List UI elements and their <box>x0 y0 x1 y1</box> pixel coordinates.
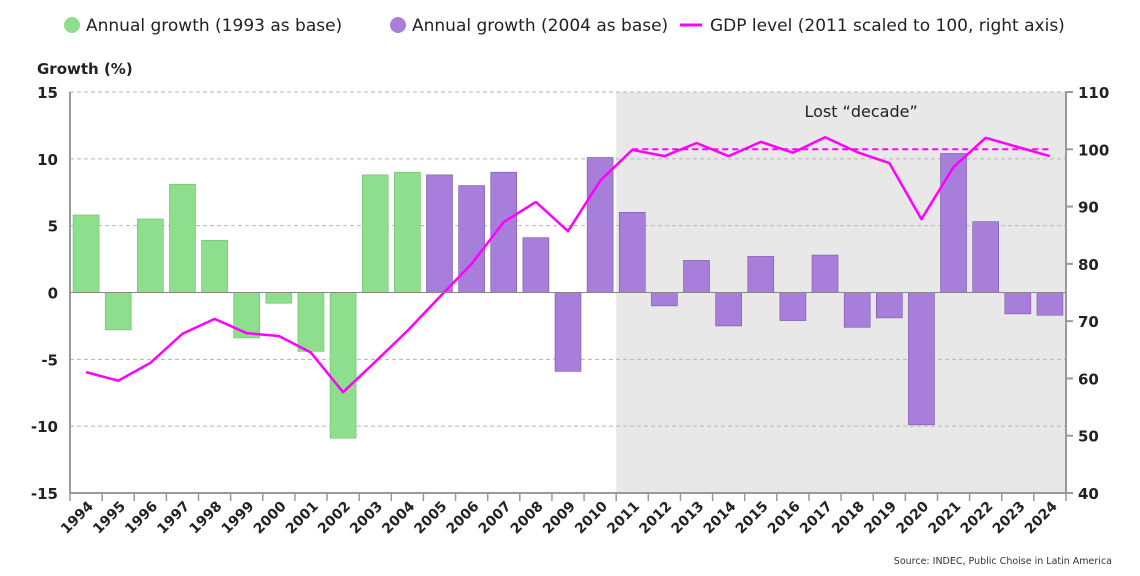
bar-1996 <box>137 218 164 293</box>
bar-2013 <box>683 260 710 293</box>
bar-1997 <box>169 183 196 293</box>
y-tick-label: 0 <box>48 285 58 303</box>
x-tick-label: 2005 <box>411 499 450 538</box>
x-tick-label: 2007 <box>476 499 515 538</box>
legend-marker <box>64 17 80 33</box>
bar-2004 <box>394 171 421 293</box>
y-tick-label: -10 <box>31 418 58 436</box>
x-tick-label: 2000 <box>251 498 290 537</box>
x-tick-label: 2009 <box>540 499 579 538</box>
legend-entry: Annual growth (1993 as base) <box>86 16 342 36</box>
bar-2011 <box>618 212 646 293</box>
x-tick-label: 1998 <box>187 499 226 538</box>
x-tick-label: 2006 <box>444 499 483 538</box>
y2-tick-label: 90 <box>1078 199 1099 217</box>
y-tick-label: 10 <box>37 151 58 169</box>
y-tick-label: 5 <box>48 218 58 236</box>
bar-2002 <box>329 292 357 439</box>
y2-tick-label: 40 <box>1078 485 1099 503</box>
bar-1998 <box>201 240 228 293</box>
x-tick-label: 2014 <box>701 498 740 537</box>
gdp-line <box>85 136 1051 394</box>
x-tick-label: 2016 <box>765 499 804 538</box>
legend-entry: GDP level (2011 scaled to 100, right axi… <box>710 16 1065 36</box>
bar-2021 <box>940 153 967 293</box>
x-tick-label: 2001 <box>283 499 322 538</box>
bar-1999 <box>233 292 261 339</box>
bar-2017 <box>811 254 839 293</box>
x-tick-label: 2018 <box>829 499 868 538</box>
legend-marker <box>390 17 406 33</box>
bar-1994 <box>72 214 100 293</box>
y-tick-label: -15 <box>31 485 58 503</box>
x-tick-label: 1995 <box>90 499 129 538</box>
bar-2003 <box>361 174 389 293</box>
x-tick-label: 2004 <box>379 498 418 537</box>
x-tick-label: 2023 <box>990 499 1029 538</box>
bar-2006 <box>458 185 485 293</box>
x-tick-label: 2019 <box>861 499 900 538</box>
bar-2018 <box>843 292 871 328</box>
bar-2015 <box>747 256 775 293</box>
bar-2022 <box>972 221 999 293</box>
bar-2005 <box>426 174 453 293</box>
bar-2001 <box>297 292 325 352</box>
y2-tick-label: 50 <box>1078 428 1099 446</box>
bar-2020 <box>908 292 935 426</box>
y2-tick-label: 100 <box>1078 141 1109 159</box>
bar-1995 <box>104 292 132 331</box>
y-tick-label: -5 <box>41 351 58 369</box>
x-tick-label: 2021 <box>926 499 965 538</box>
y2-tick-label: 70 <box>1078 313 1099 331</box>
lost-decade-label: Lost “decade” <box>804 102 917 121</box>
y-axis-label: Growth (%) <box>37 60 133 78</box>
source-note: Source: INDEC, Public Choise in Latin Am… <box>894 556 1112 567</box>
x-tick-label: 2010 <box>572 498 611 537</box>
y2-tick-label: 80 <box>1078 256 1099 274</box>
y2-tick-label: 110 <box>1078 84 1109 102</box>
bar-2023 <box>1004 292 1032 315</box>
x-tick-label: 2020 <box>893 498 932 537</box>
legend: Annual growth (1993 as base) Annual growt… <box>64 16 1065 36</box>
x-tick-label: 2002 <box>315 499 354 538</box>
x-tick-label: 1997 <box>154 499 193 538</box>
y2-tick-label: 60 <box>1078 370 1099 388</box>
y-tick-label: 15 <box>37 84 58 102</box>
legend-entry: Annual growth (2004 as base) <box>412 16 668 36</box>
bar-2012 <box>651 292 678 307</box>
bar-2014 <box>715 292 742 327</box>
x-tick-label: 2022 <box>958 499 997 538</box>
x-tick-label: 2013 <box>668 499 707 538</box>
x-tick-label: 1999 <box>219 499 258 538</box>
bar-2009 <box>554 292 582 372</box>
x-tick-label: 1994 <box>58 498 97 537</box>
x-tick-label: 2017 <box>797 499 836 538</box>
bar-2000 <box>265 292 293 304</box>
bar-2024 <box>1036 292 1064 316</box>
x-tick-label: 2012 <box>636 499 675 538</box>
x-tick-label: 1996 <box>122 499 161 538</box>
x-tick-label: 2011 <box>604 499 643 538</box>
bars <box>72 153 1064 439</box>
x-tick-label: 2008 <box>508 499 547 538</box>
bar-2016 <box>779 292 807 321</box>
bar-2010 <box>586 157 614 293</box>
bar-2008 <box>522 237 550 293</box>
x-tick-label: 2015 <box>733 499 772 538</box>
bar-2019 <box>875 292 903 319</box>
x-tick-label: 2003 <box>347 499 386 538</box>
x-tick-label: 2024 <box>1022 498 1061 537</box>
